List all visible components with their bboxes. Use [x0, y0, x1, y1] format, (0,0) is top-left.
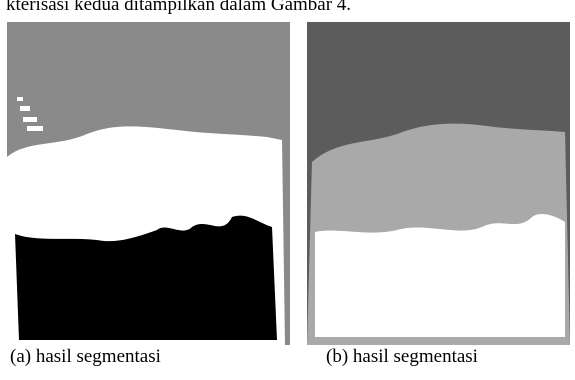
caption-b: (b) hasil segmentasi — [326, 346, 478, 368]
caption-a: (a) hasil segmentasi — [10, 346, 161, 368]
figure-a — [7, 22, 290, 345]
body-text: kterisasi kedua ditampilkan dalam Gambar… — [6, 0, 351, 16]
page: kterisasi kedua ditampilkan dalam Gambar… — [0, 0, 575, 380]
figure-b — [307, 22, 570, 345]
